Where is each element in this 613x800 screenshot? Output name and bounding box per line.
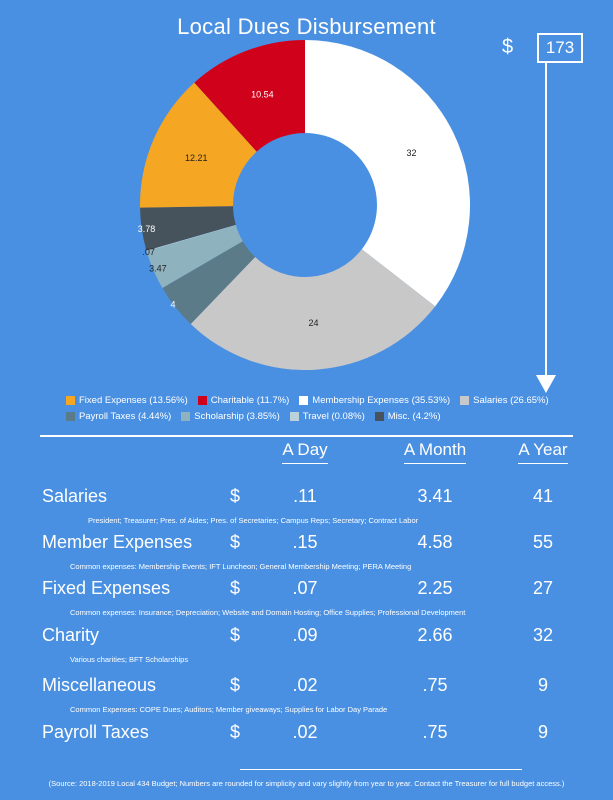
row-year-value: 9 [537, 722, 548, 742]
pie-slice-salaries [190, 249, 436, 370]
header-a-year: A Year [508, 440, 578, 464]
slice-data-label: 3.78 [138, 224, 156, 234]
pie-slice-misc [140, 206, 236, 251]
pie-slice-travel [146, 224, 236, 252]
row-note: Common expenses: Membership Events; IFT … [70, 562, 412, 571]
legend-swatch [66, 412, 75, 421]
legend-label: Scholarship (3.85%) [194, 411, 280, 422]
row-label: Salaries [42, 486, 108, 506]
legend-swatch [181, 412, 191, 421]
legend-item: Membership Expenses (35.53%) [299, 395, 450, 406]
row-note: Common Expenses: COPE Dues; Auditors; Me… [70, 705, 388, 714]
chart-legend: Fixed Expenses (13.56%) Charitable (11.7%… [66, 395, 586, 427]
row-label: Miscellaneous [42, 675, 157, 695]
slice-data-label: 10.54 [251, 89, 274, 99]
row-note: Common expenses: Insurance; Depreciation… [70, 608, 466, 617]
slice-data-label: .07 [142, 247, 155, 257]
legend-item: Fixed Expenses (13.56%) [66, 395, 188, 406]
legend-item: Salaries (26.65%) [460, 395, 549, 406]
legend-item: Travel (0.08%) [289, 411, 365, 422]
donut-chart: 32 24 4 3.47 .07 3.78 12.21 10.54 [138, 40, 470, 370]
row-currency: $ [230, 578, 241, 598]
row-month-value: 4.58 [417, 532, 453, 552]
row-year-value: 41 [532, 486, 554, 506]
row-label: Charity [42, 625, 100, 645]
slice-data-label: 24 [309, 318, 319, 328]
legend-label: Charitable (11.7%) [210, 395, 290, 406]
legend-item: Misc. (4.2%) [374, 411, 441, 422]
legend-label: Fixed Expenses (13.56%) [79, 395, 188, 406]
row-year-value: 55 [532, 532, 554, 552]
row-currency: $ [230, 532, 241, 552]
row-day-value: .15 [292, 532, 318, 552]
row-day-value: .11 [293, 486, 317, 506]
row-day-value: .09 [292, 625, 318, 645]
divider [40, 435, 573, 437]
legend-label: Misc. (4.2%) [387, 411, 441, 422]
row-month-value: .75 [422, 722, 448, 742]
row-currency: $ [230, 486, 241, 506]
row-year-value: 32 [532, 625, 554, 645]
row-year-value: 27 [532, 578, 554, 598]
header-a-month: A Month [390, 440, 480, 464]
slice-data-label: 32 [406, 148, 416, 158]
slice-data-label: 4 [170, 300, 175, 310]
row-label: Fixed Expenses [42, 578, 171, 598]
row-month-value: 3.41 [417, 486, 453, 506]
legend-swatch [197, 396, 207, 405]
row-day-value: .02 [292, 675, 318, 695]
legend-label: Salaries (26.65%) [473, 395, 549, 406]
row-label: Payroll Taxes [42, 722, 149, 742]
row-label: Member Expenses [42, 532, 193, 552]
row-month-value: 2.66 [417, 625, 453, 645]
legend-item: Payroll Taxes (4.44%) [66, 411, 171, 422]
row-month-value: .75 [422, 675, 448, 695]
row-note: President; Treasurer; Pres. of Aides; Pr… [88, 516, 419, 525]
legend-label: Travel (0.08%) [302, 411, 365, 422]
row-currency: $ [230, 675, 241, 695]
row-year-value: 9 [537, 675, 548, 695]
pie-slice-charitable [194, 40, 305, 152]
down-arrow-icon [536, 61, 556, 393]
legend-item: Charitable (11.7%) [197, 395, 290, 406]
row-month-value: 2.25 [417, 578, 453, 598]
legend-label: Membership Expenses (35.53%) [312, 395, 451, 406]
row-day-value: .07 [292, 578, 318, 598]
slice-data-label: 12.21 [185, 153, 208, 163]
legend-swatch [299, 396, 309, 405]
legend-item: Scholarship (3.85%) [181, 411, 280, 422]
pie-slice-payroll-taxes [162, 241, 256, 325]
bottom-divider [240, 769, 522, 770]
pie-slice-scholarship [146, 225, 243, 288]
legend-swatch [460, 396, 470, 405]
legend-swatch [374, 412, 384, 421]
source-note: (Source: 2018-2019 Local 434 Budget; Num… [48, 779, 565, 788]
total-amount-box: 173 [537, 33, 583, 63]
header-a-day: A Day [265, 440, 345, 464]
legend-swatch [289, 412, 299, 421]
legend-swatch [66, 396, 75, 405]
row-day-value: .02 [292, 722, 318, 742]
row-currency: $ [230, 625, 241, 645]
pie-slice-fixed-expenses [139, 82, 257, 208]
row-currency: $ [230, 722, 241, 742]
slice-data-label: 3.47 [149, 264, 167, 274]
pie-slice-membership-expenses [305, 40, 470, 307]
row-note: Various charities; BFT Scholarships [70, 655, 189, 664]
legend-label: Payroll Taxes (4.44%) [79, 411, 172, 422]
page-title: Local Dues Disbursement [177, 14, 436, 39]
total-currency: $ [502, 36, 514, 58]
